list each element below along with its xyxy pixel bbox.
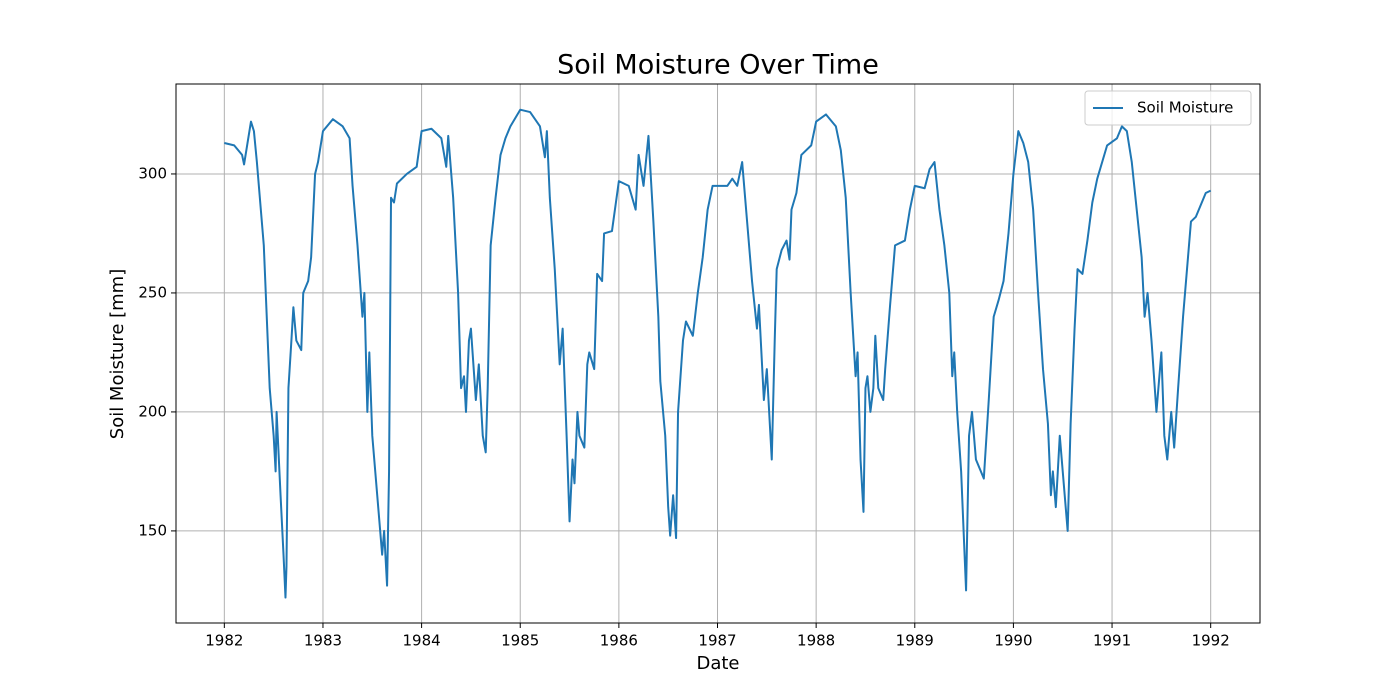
x-tick-label: 1991 [1093, 632, 1131, 650]
y-tick-label: 200 [138, 402, 167, 420]
x-tick-label: 1989 [896, 632, 934, 650]
chart-title: Soil Moisture Over Time [557, 50, 879, 81]
x-tick-label: 1988 [797, 632, 835, 650]
legend-label: Soil Moisture [1137, 99, 1233, 117]
x-tick-label: 1986 [600, 632, 638, 650]
y-tick-label: 300 [138, 164, 167, 182]
y-tick-label: 250 [138, 283, 167, 301]
x-tick-label: 1984 [403, 632, 441, 650]
x-tick-label: 1987 [698, 632, 736, 650]
x-axis-label: Date [696, 653, 739, 674]
y-tick-label: 150 [138, 521, 167, 539]
plot-frame [175, 83, 1261, 624]
legend-box [1084, 90, 1252, 126]
data-line [224, 108, 1212, 599]
y-axis-label: Soil Moisture [mm] [107, 269, 128, 439]
x-tick-label: 1982 [205, 632, 243, 650]
x-tick-label: 1990 [994, 632, 1032, 650]
x-tick-label: 1983 [304, 632, 342, 650]
x-tick-label: 1985 [501, 632, 539, 650]
x-tick-label: 1992 [1192, 632, 1230, 650]
